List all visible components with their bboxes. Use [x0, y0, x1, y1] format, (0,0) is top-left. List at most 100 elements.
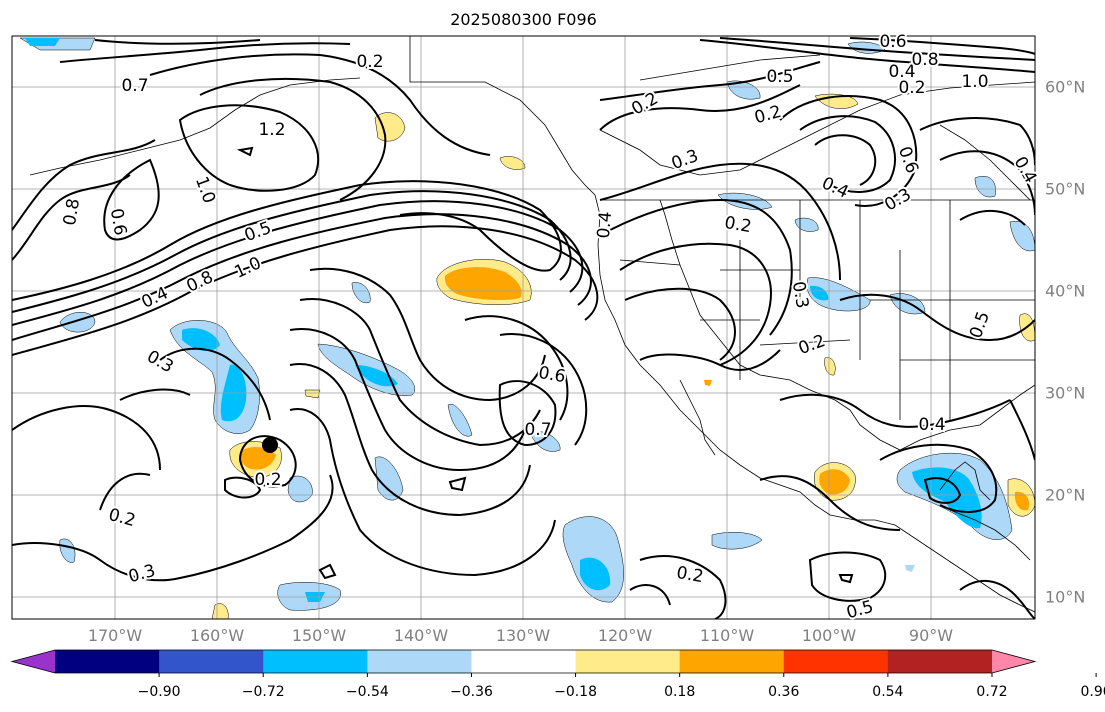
latitude-label: 50°N: [1045, 179, 1086, 199]
pos-patch: [1014, 491, 1030, 511]
colorbar-segment: [783, 650, 889, 673]
longitude-label: 150°W: [291, 626, 347, 645]
neg-patch: [580, 557, 611, 591]
latitude-label: 60°N: [1045, 77, 1086, 97]
contour-label: 0.7: [524, 420, 551, 440]
pos-patch: [374, 112, 406, 142]
neg-patch: [25, 38, 60, 46]
neg-patch: [794, 217, 819, 232]
contour-label: 0.4: [918, 415, 945, 435]
colorbar-segment: [887, 650, 993, 673]
longitude-label: 160°W: [189, 626, 245, 645]
storm-marker-icon: [262, 437, 278, 453]
contour-label: 1.0: [961, 72, 988, 92]
colorbar-segment: [679, 650, 785, 673]
colorbar-segment: [367, 650, 472, 673]
colorbar-tick-label: 0.90: [1080, 684, 1105, 700]
contour-label: 0.2: [898, 78, 925, 98]
neg-patch: [355, 365, 398, 387]
longitude-label: 140°W: [393, 626, 449, 645]
shaded-fields: [19, 37, 1035, 619]
neg-patch: [351, 282, 371, 304]
contour-lines: [12, 37, 1035, 619]
neg-patch: [59, 312, 96, 333]
contour-label: 0.5: [966, 309, 994, 341]
neg-patch: [717, 192, 773, 210]
pos-patch: [304, 389, 321, 399]
neg-patch: [726, 80, 761, 100]
latitude-label: 20°N: [1045, 485, 1086, 505]
contour-label: 0.4: [888, 62, 915, 82]
neg-patch: [711, 532, 763, 550]
pos-patch: [704, 380, 712, 386]
neg-patch: [905, 565, 915, 572]
neg-patch: [974, 176, 996, 198]
colorbar-tick-label: 0.72: [976, 684, 1008, 700]
contour-label: 0.2: [254, 470, 281, 490]
contour-label: 0.6: [879, 32, 906, 52]
colorbar-segment: [471, 650, 577, 673]
longitude-label: 130°W: [495, 626, 551, 645]
pos-patch: [824, 357, 836, 376]
contour-label: 0.6: [894, 144, 922, 176]
plot-title: 2025080300 F096: [450, 10, 597, 29]
contour-label: 0.3: [788, 280, 812, 310]
colorbar-tick-label: −0.54: [345, 684, 389, 700]
contour-label: 0.6: [537, 363, 567, 387]
contour-label: 0.3: [143, 347, 176, 378]
contour-label: 0.2: [796, 331, 828, 359]
contour-label: 0.7: [121, 76, 148, 96]
neg-patch: [810, 285, 829, 301]
colorbar-segment: [159, 650, 264, 673]
contour-label: 0.8: [60, 197, 84, 227]
contour-label: 0.5: [242, 218, 274, 246]
neg-patch: [912, 467, 982, 529]
contour-label: 0.4: [594, 211, 616, 240]
colorbar: [10, 649, 1097, 677]
longitude-label: 100°W: [801, 626, 857, 645]
colorbar-segment: [12, 650, 55, 673]
colorbar-segment: [55, 650, 160, 673]
latitude-label: 10°N: [1045, 587, 1086, 607]
colorbar-segment: [263, 650, 368, 673]
colorbar-tick-label: −0.90: [137, 684, 181, 700]
contour-label: 0.8: [911, 50, 938, 70]
contour-label: 0.2: [723, 213, 753, 237]
pos-patch: [239, 446, 276, 470]
latitude-label: 40°N: [1045, 281, 1086, 301]
pos-patch: [444, 267, 522, 301]
contour-label: 0.2: [675, 563, 705, 587]
colorbar-tick-label: 0.54: [872, 684, 904, 700]
gridlines: [12, 36, 1035, 619]
contour-label: 0.5: [766, 67, 793, 87]
colorbar-tick-label: 0.18: [664, 684, 696, 700]
contour-label: 0.2: [356, 52, 383, 72]
colorbar-outline: [10, 649, 1037, 674]
contour-label: 0.4: [819, 173, 852, 203]
pos-patch: [499, 156, 526, 170]
colorbar-tick-label: −0.36: [449, 684, 493, 700]
colorbar-tick-label: −0.72: [241, 684, 285, 700]
neg-patch: [447, 403, 473, 437]
longitude-label: 120°W: [597, 626, 653, 645]
longitude-label: 90°W: [908, 626, 954, 645]
neg-patch: [182, 328, 220, 352]
latitude-label: 30°N: [1045, 383, 1086, 403]
contour-label: 0.6: [106, 207, 130, 237]
contour-label: 0.2: [752, 102, 783, 128]
neg-patch: [59, 538, 76, 563]
longitude-label: 170°W: [87, 626, 143, 645]
colorbar-segment: [575, 650, 681, 673]
colorbar-segment: [992, 650, 1035, 673]
neg-patch: [1009, 220, 1035, 252]
neg-patch: [806, 277, 871, 312]
colorbar-tick-label: 0.36: [768, 684, 800, 700]
contour-label: 0.4: [1010, 153, 1041, 186]
coastlines: [29, 36, 1035, 613]
pos-patch: [819, 469, 850, 495]
colorbar-tick-label: −0.18: [554, 684, 597, 700]
pos-patch: [211, 603, 229, 619]
contour-label: 1.0: [191, 174, 219, 206]
contour-label: 1.0: [232, 253, 265, 283]
